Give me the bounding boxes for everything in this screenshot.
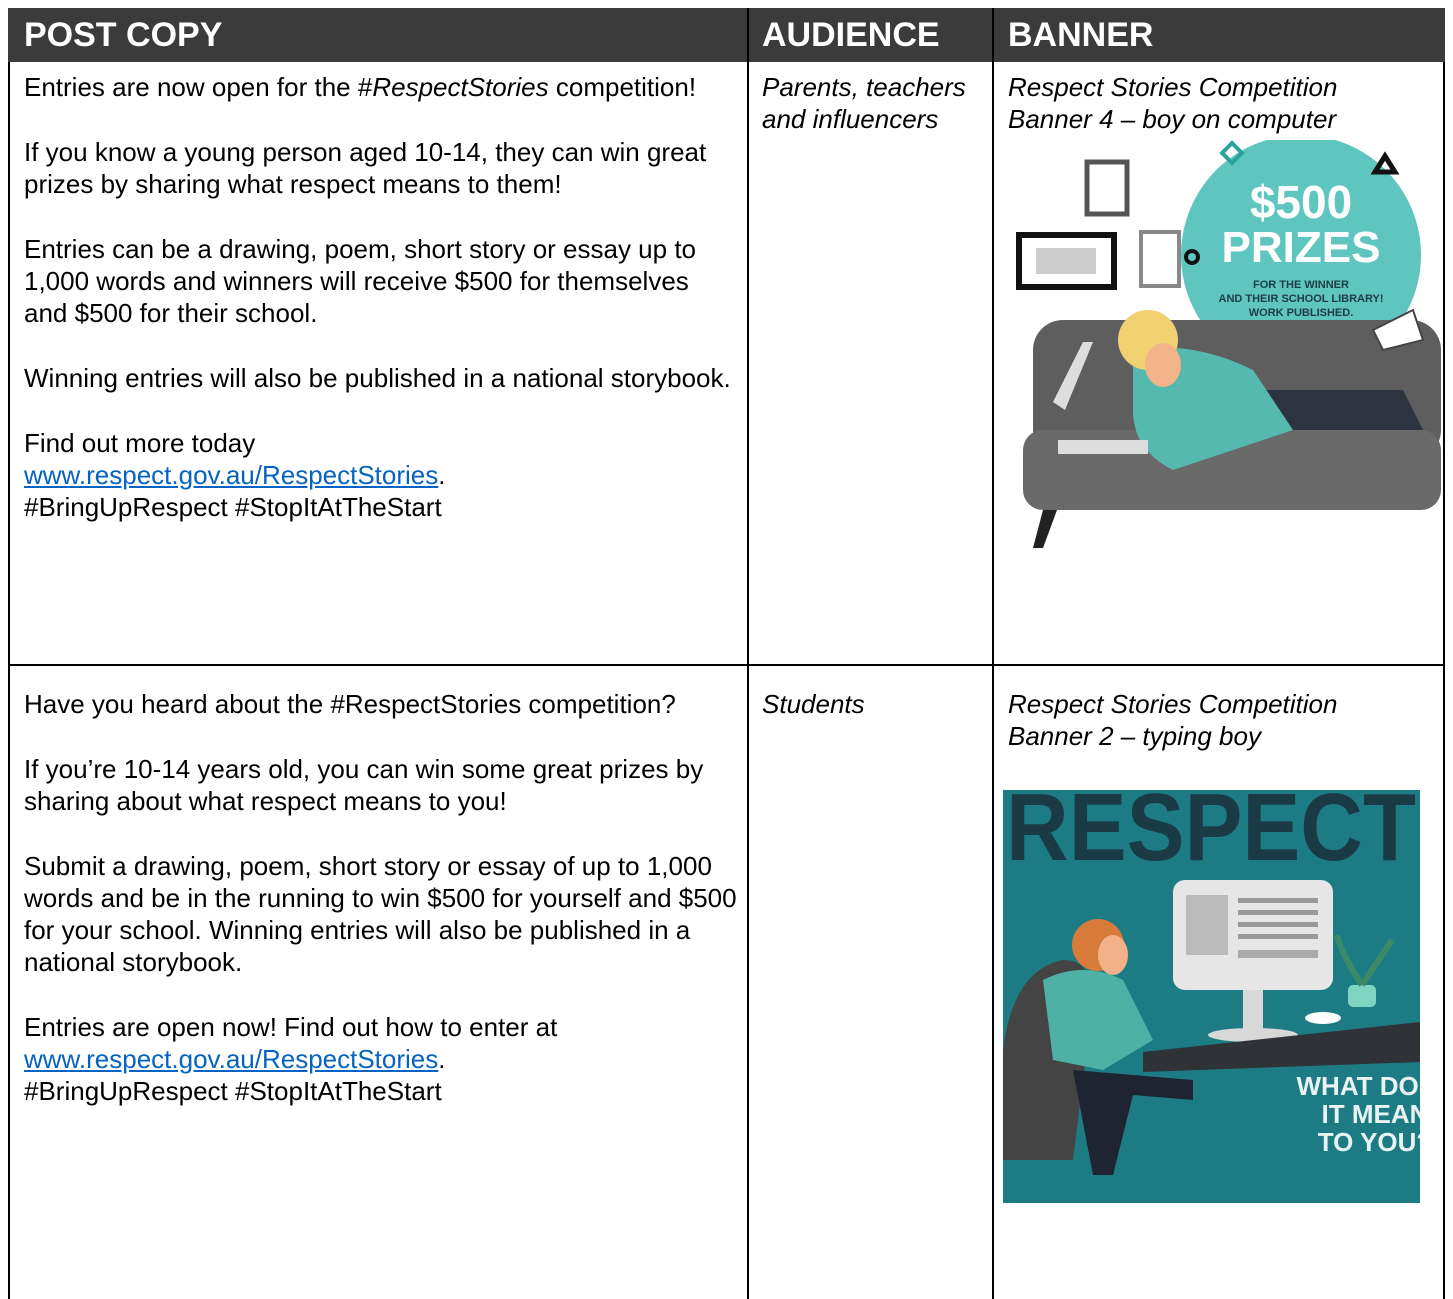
banner-image: $500 PRIZES FOR THE WINNER AND THEIR SCH… — [1003, 140, 1441, 550]
text: #BringUpRespect #StopItAtTheStart — [24, 1076, 442, 1106]
banner-name: Respect Stories Competition Banner 4 – b… — [1008, 72, 1338, 134]
header-cell: POST COPY — [24, 16, 223, 54]
paragraph: Submit a drawing, poem, short story or e… — [24, 851, 737, 977]
paragraph: If you’re 10-14 years old, you can win s… — [24, 754, 704, 816]
text: . — [438, 1044, 446, 1074]
text: Find out more today — [24, 428, 256, 458]
header-bar — [8, 8, 1445, 62]
image-text: WORK PUBLISHED. — [1249, 307, 1354, 319]
image-text: FOR THE WINNER — [1253, 279, 1349, 291]
image-text: PRIZES — [1222, 223, 1381, 272]
paragraph: Entries can be a drawing, poem, short st… — [24, 234, 697, 328]
border — [1443, 62, 1445, 1299]
text: Entries are open now! Find out how to en… — [24, 1012, 558, 1042]
paragraph: Have you heard about the #RespectStories… — [24, 689, 676, 719]
border — [8, 62, 10, 1299]
border — [992, 8, 994, 1299]
border — [747, 8, 749, 1299]
image-text: $500 — [1250, 176, 1352, 228]
post-copy: Have you heard about the #RespectStories… — [24, 688, 739, 1107]
paragraph: If you know a young person aged 10-14, t… — [24, 137, 707, 199]
audience: Students — [762, 689, 865, 719]
text: Entries are now open for the # — [24, 72, 373, 102]
image-text: IT MEAN — [1322, 1099, 1420, 1129]
header-cell: BANNER — [1008, 16, 1154, 54]
paragraph: Entries are now open for the #RespectSto… — [24, 71, 739, 103]
banner-name: Respect Stories Competition Banner 2 – t… — [1008, 689, 1338, 751]
header-cell: AUDIENCE — [762, 16, 940, 54]
paragraph: Find out more today www.respect.gov.au/R… — [24, 427, 739, 523]
paragraph: Entries are open now! Find out how to en… — [24, 1011, 739, 1107]
text: . — [438, 460, 446, 490]
image-text: AND THEIR SCHOOL LIBRARY! — [1219, 293, 1384, 305]
image-text: RESPECT — [1006, 790, 1416, 881]
link[interactable]: www.respect.gov.au/RespectStories — [24, 460, 439, 490]
banner-image: RESPECT WHAT DOES IT MEAN TO YOU? — [1003, 790, 1420, 1203]
image-text: WHAT DOES — [1297, 1071, 1420, 1101]
audience: Parents, teachers and influencers — [762, 72, 966, 134]
link[interactable]: www.respect.gov.au/RespectStories — [24, 1044, 439, 1074]
image-text: TO YOU? — [1318, 1127, 1420, 1157]
text: competition! — [548, 72, 697, 102]
text: RespectStories — [372, 72, 549, 102]
border — [8, 664, 1445, 666]
text: #BringUpRespect #StopItAtTheStart — [24, 492, 442, 522]
post-copy: Entries are now open for the #RespectSto… — [24, 71, 739, 523]
paragraph: Winning entries will also be published i… — [24, 363, 731, 393]
